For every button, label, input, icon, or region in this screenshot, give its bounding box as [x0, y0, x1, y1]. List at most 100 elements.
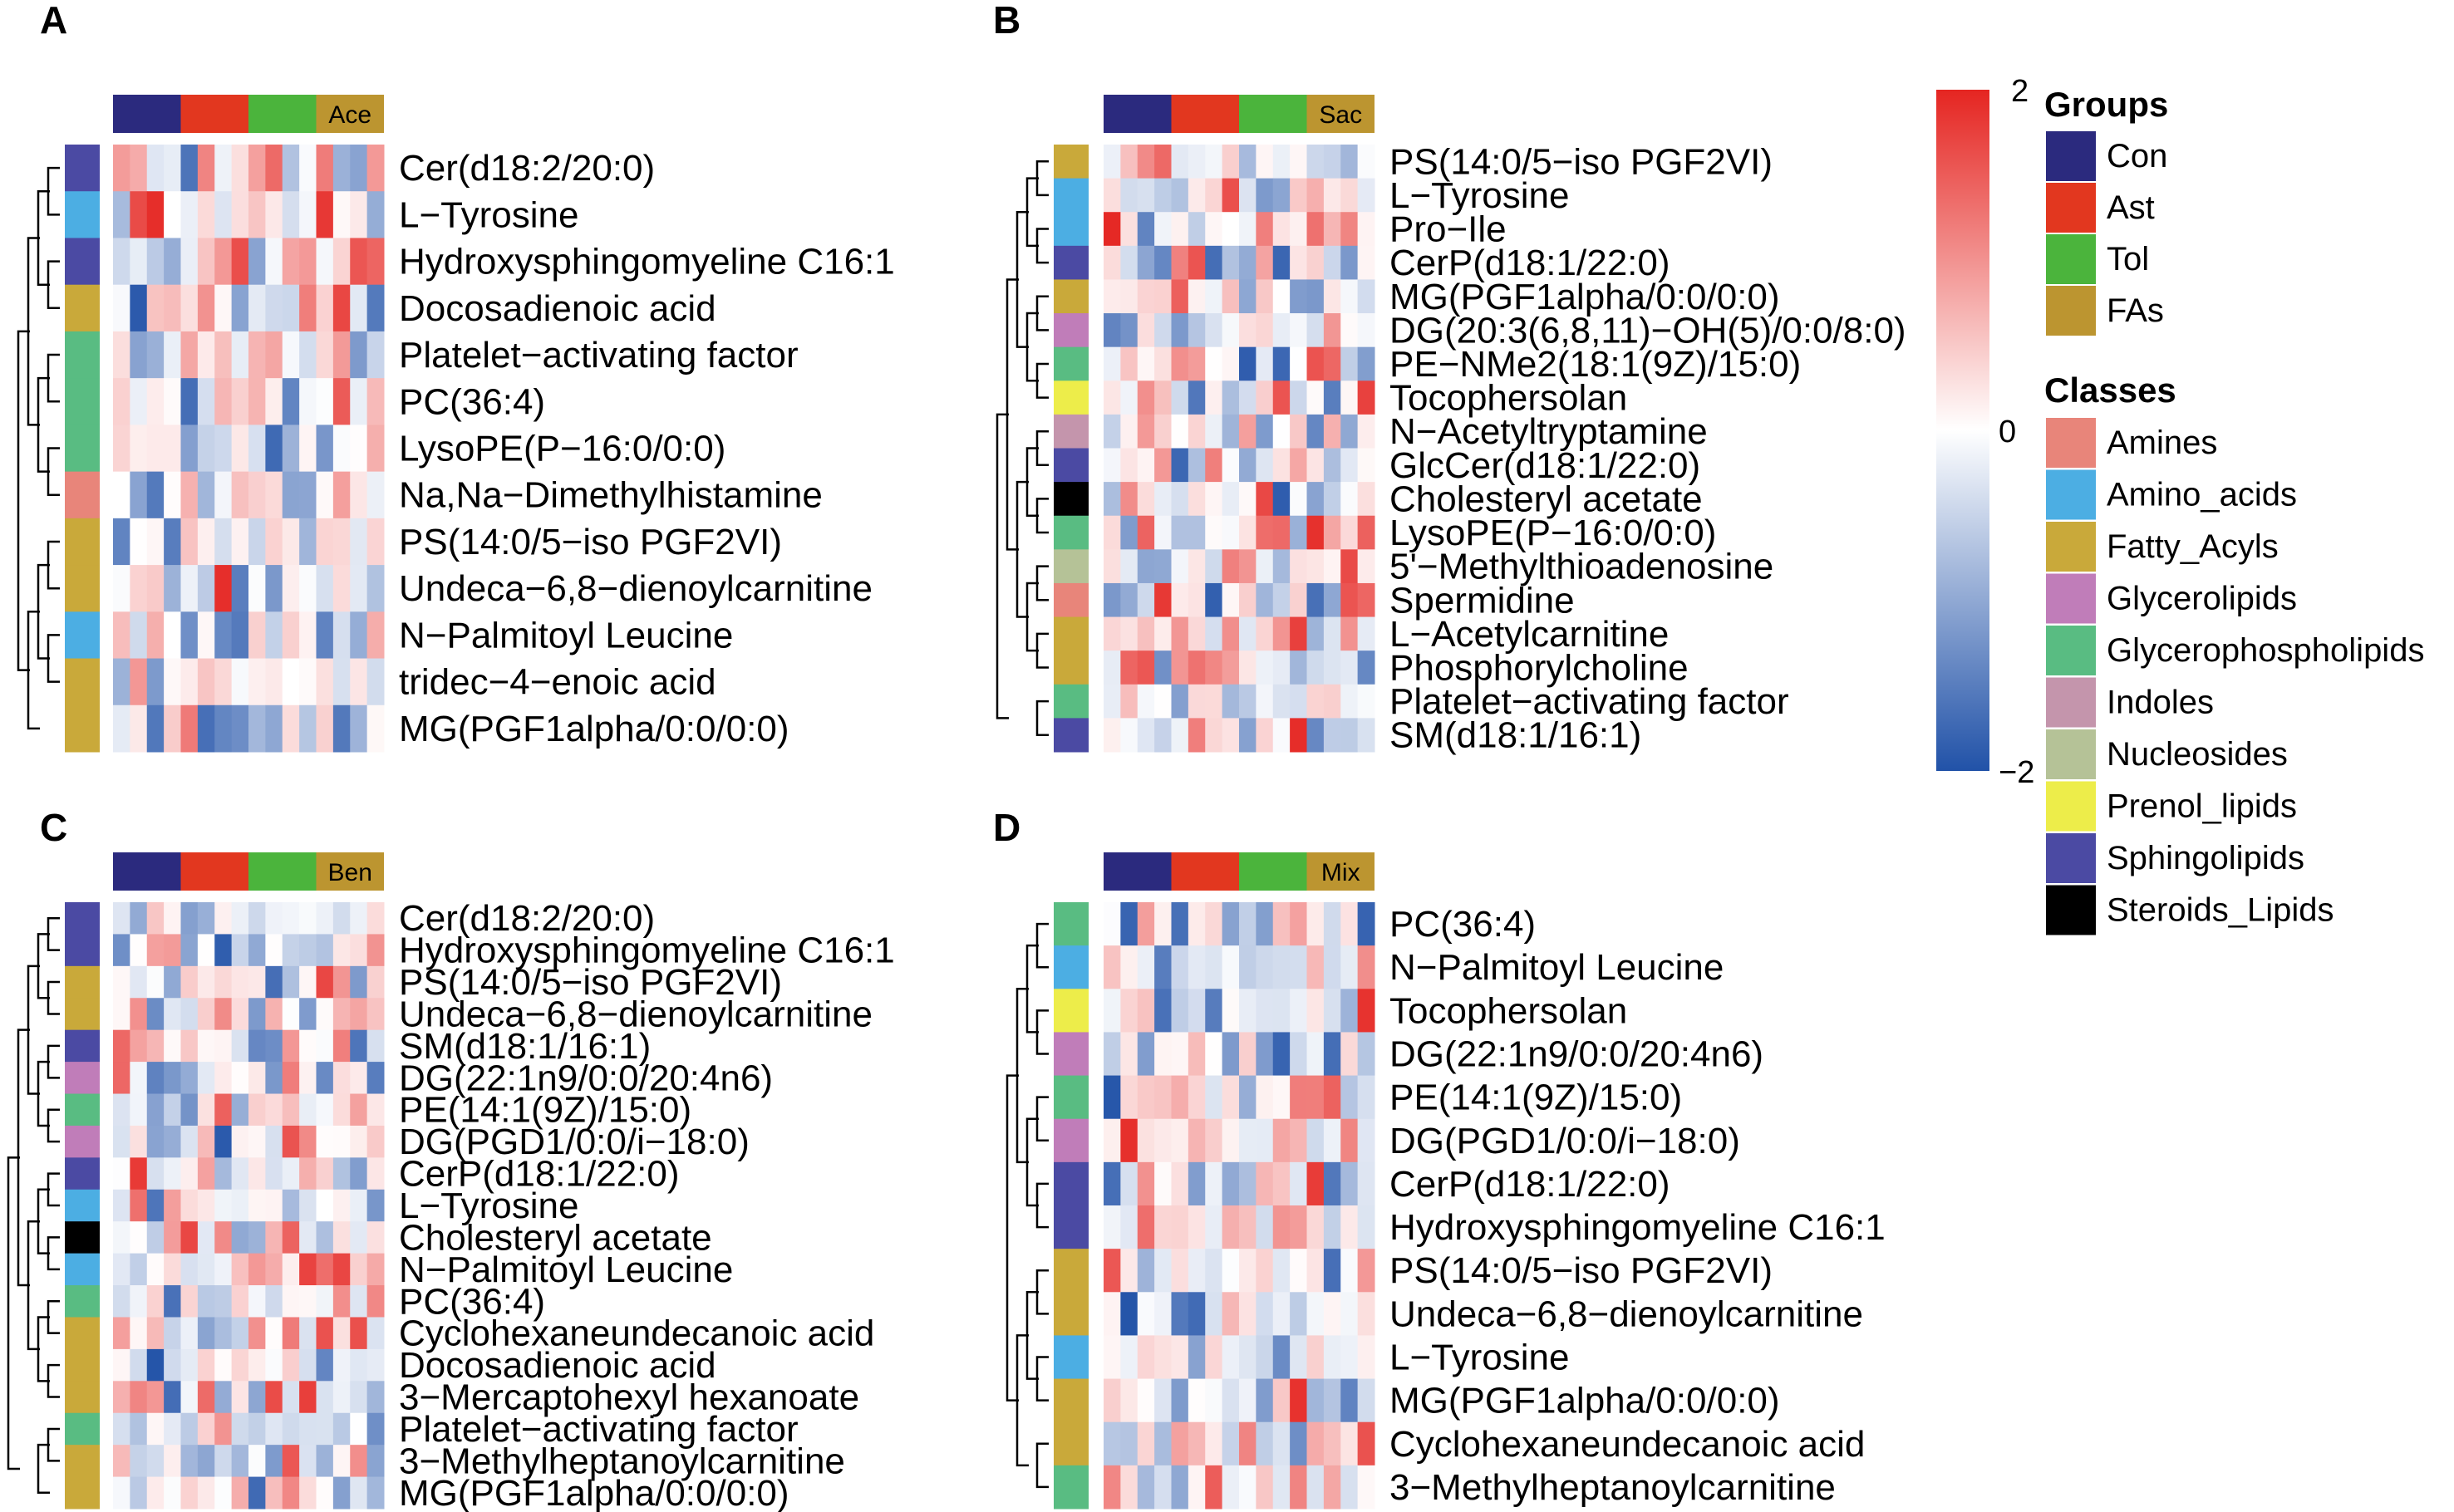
heatmap-cell — [130, 1476, 148, 1510]
heatmap-cell — [214, 238, 233, 286]
heatmap-cell — [1205, 1378, 1223, 1423]
heatmap-cell — [299, 1157, 317, 1190]
heatmap-cell — [1171, 1032, 1189, 1077]
heatmap-cell — [1104, 1205, 1121, 1249]
group-bar-fa-label: Ace — [328, 101, 371, 129]
heatmap-cell — [316, 1381, 334, 1414]
heatmap-cell — [1256, 482, 1274, 517]
heatmap-cell — [332, 1285, 351, 1318]
heatmap-cell — [1188, 1378, 1206, 1423]
class-annotation-cell — [1054, 380, 1089, 415]
heatmap-cell — [350, 998, 368, 1031]
heatmap-cell — [214, 331, 233, 379]
heatmap-cell — [1188, 718, 1206, 753]
heatmap-cell — [1104, 1465, 1121, 1510]
heatmap-cell — [1205, 1161, 1223, 1206]
class-annotation-cell — [1054, 1205, 1089, 1249]
row-label: Platelet−activating factor — [1389, 681, 1789, 722]
heatmap-cell — [350, 658, 368, 706]
heatmap-cell — [1104, 178, 1121, 213]
heatmap-cell — [1171, 178, 1189, 213]
heatmap-cell — [1340, 313, 1359, 348]
heatmap-cell — [130, 378, 148, 425]
heatmap-cell — [1256, 1421, 1274, 1466]
heatmap-cell — [1222, 1421, 1240, 1466]
heatmap-cell — [1340, 1378, 1359, 1423]
heatmap-cell — [265, 1062, 283, 1095]
heatmap-cell — [1137, 212, 1155, 247]
row-label: Tocophersolan — [1389, 990, 1627, 1031]
heatmap-cell — [164, 1093, 181, 1127]
heatmap-cell — [316, 378, 334, 425]
heatmap-cell — [1290, 1205, 1307, 1249]
heatmap-cell — [1323, 902, 1341, 946]
heatmap-cell — [265, 145, 283, 192]
heatmap-cell — [1137, 1421, 1155, 1466]
heatmap-cell — [1171, 448, 1189, 483]
heatmap-cell — [146, 1157, 165, 1190]
legend-swatch — [2046, 626, 2096, 675]
heatmap-cell — [1256, 1249, 1274, 1293]
heatmap-cell — [1290, 549, 1307, 584]
heatmap-cell — [1104, 1161, 1121, 1206]
heatmap-cell — [1154, 1075, 1172, 1120]
heatmap-cell — [1137, 945, 1155, 989]
heatmap-cell — [299, 238, 317, 286]
heatmap-cell — [1205, 1465, 1223, 1510]
heatmap-cell — [316, 902, 334, 935]
group-bar-ast — [180, 852, 248, 891]
heatmap-cell — [1205, 1118, 1223, 1163]
heatmap-cell — [113, 965, 130, 999]
heatmap-cell — [350, 191, 368, 238]
heatmap-cell — [1222, 1292, 1240, 1336]
heatmap-cell — [1188, 380, 1206, 415]
heatmap-cell — [180, 1029, 199, 1063]
heatmap-cell — [1306, 346, 1325, 381]
heatmap-cell — [1222, 515, 1240, 550]
row-label: DG(PGD1/0:0/i−18:0) — [1389, 1121, 1740, 1161]
heatmap-cell — [1239, 1205, 1257, 1249]
row-label: CerP(d18:1/22:0) — [1389, 243, 1670, 283]
heatmap-cell — [265, 1476, 283, 1510]
dendrogram-branch — [37, 1443, 50, 1495]
heatmap-cell — [1290, 902, 1307, 946]
heatmap-cell — [180, 998, 199, 1031]
heatmap-cell — [332, 518, 351, 566]
heatmap-cell — [113, 1093, 130, 1127]
heatmap-cell — [1239, 245, 1257, 280]
heatmap-cell — [1290, 448, 1307, 483]
heatmap-cell — [130, 191, 148, 238]
heatmap-cell — [1222, 1335, 1240, 1380]
heatmap-cell — [332, 565, 351, 612]
heatmap-cell — [113, 998, 130, 1031]
row-label: Cyclohexaneundecanoic acid — [399, 1313, 874, 1354]
heatmap-cell — [332, 1125, 351, 1158]
dendrogram-branch — [47, 1044, 60, 1079]
heatmap-cell — [1290, 1292, 1307, 1336]
heatmap-cell — [1171, 346, 1189, 381]
heatmap-cell — [1272, 989, 1291, 1033]
heatmap-cell — [113, 331, 130, 379]
heatmap-cell — [265, 1317, 283, 1350]
heatmap-cell — [1171, 1292, 1189, 1336]
class-annotation-cell — [65, 1348, 100, 1382]
heatmap-cell — [1357, 718, 1375, 753]
heatmap-cell — [1104, 1249, 1121, 1293]
heatmap-cell — [1188, 1335, 1206, 1380]
heatmap-cell — [1323, 448, 1341, 483]
class-annotation-cell — [65, 1221, 100, 1254]
heatmap-cell — [316, 1125, 334, 1158]
dendrogram-branch — [47, 166, 60, 216]
heatmap-cell — [1171, 549, 1189, 584]
group-bar-con — [1104, 852, 1172, 891]
heatmap-cell — [231, 1221, 249, 1254]
row-label: PE(14:1(9Z)/15:0) — [399, 1090, 691, 1131]
heatmap-cell — [1154, 212, 1172, 247]
heatmap-cell — [231, 902, 249, 935]
dendrogram-branch — [996, 413, 1009, 719]
heatmap-cell — [1272, 448, 1291, 483]
legend-class-label: Glycerophospholipids — [2107, 632, 2424, 669]
heatmap-cell — [1120, 1205, 1138, 1249]
legend-class-label: Amino_acids — [2107, 477, 2297, 513]
row-label: Na,Na−Dimethylhistamine — [399, 475, 823, 516]
